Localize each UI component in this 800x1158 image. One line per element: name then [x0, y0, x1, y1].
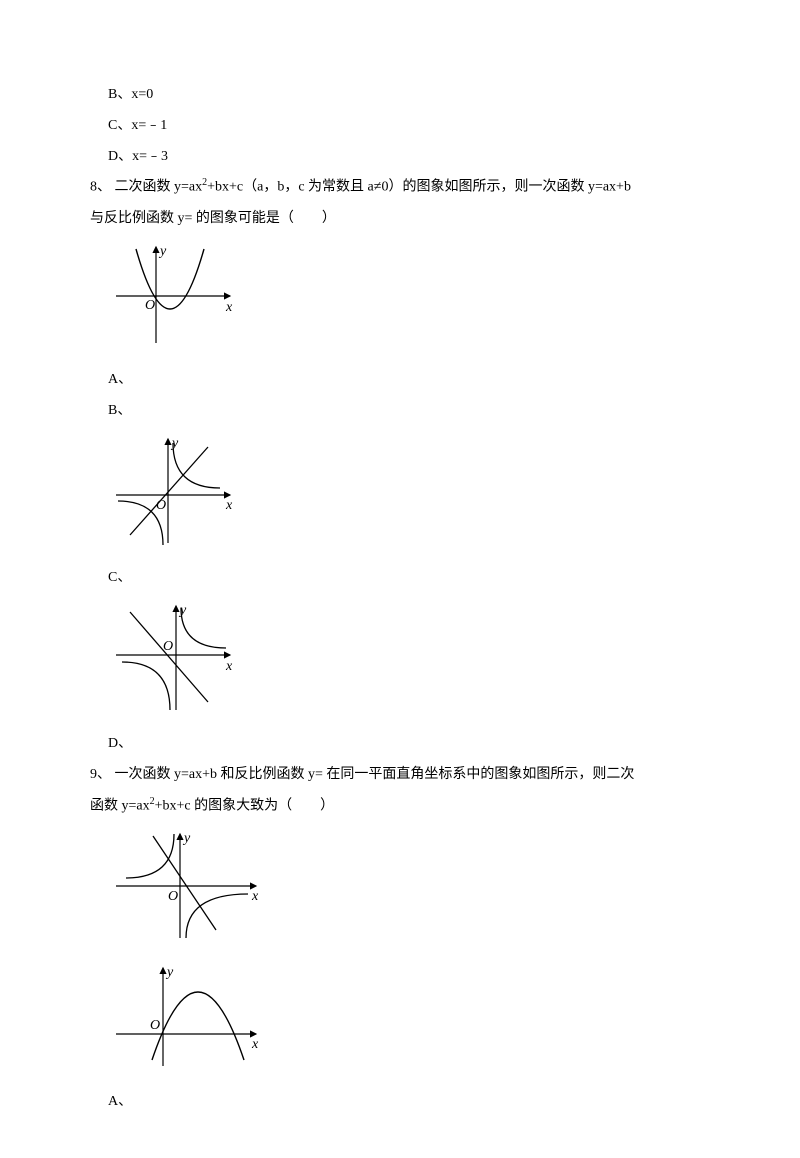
svg-text:y: y	[165, 965, 174, 980]
q8-graph-b: y x O	[108, 433, 710, 561]
svg-text:y: y	[158, 244, 167, 259]
svg-text:y: y	[182, 831, 191, 846]
q9-line2-after: +bx+c 的图象大致为（ ）	[155, 799, 335, 814]
svg-text:O: O	[168, 889, 178, 904]
q8-option-c: C、	[90, 563, 710, 594]
q8-text-before: 8、 二次函数 y=ax	[90, 180, 202, 195]
svg-text:O: O	[163, 639, 173, 654]
q8-option-b: B、	[90, 396, 710, 427]
q8-c-svg: y x O	[108, 600, 238, 715]
svg-text:O: O	[145, 298, 155, 313]
svg-text:O: O	[150, 1018, 160, 1033]
q8-line1: 8、 二次函数 y=ax2+bx+c（a，b，c 为常数且 a≠0）的图象如图所…	[90, 172, 710, 203]
page: B、x=0 C、x=﹣1 D、x=﹣3 8、 二次函数 y=ax2+bx+c（a…	[0, 0, 800, 1158]
q8-graph-c: y x O	[108, 600, 710, 728]
q9-a-svg: y x O	[108, 962, 263, 1072]
svg-text:O: O	[156, 498, 166, 513]
q8-main-svg: y x O	[108, 241, 238, 351]
q9-graph-a: y x O	[108, 962, 710, 1085]
q8-main-graph: y x O	[108, 241, 710, 364]
q9-line1: 9、 一次函数 y=ax+b 和反比例函数 y= 在同一平面直角坐标系中的图象如…	[90, 760, 710, 791]
q8-b-svg: y x O	[108, 433, 238, 548]
q9-main-svg: y x O	[108, 828, 263, 943]
q8-text-after: +bx+c（a，b，c 为常数且 a≠0）的图象如图所示，则一次函数 y=ax+…	[207, 180, 631, 195]
q8-option-d: D、	[90, 729, 710, 760]
q9-option-a: A、	[90, 1087, 710, 1118]
svg-text:x: x	[225, 498, 233, 513]
svg-text:x: x	[225, 300, 233, 315]
q8-line2: 与反比例函数 y= 的图象可能是（ ）	[90, 204, 710, 235]
svg-text:y: y	[170, 436, 179, 451]
svg-text:y: y	[178, 603, 187, 618]
q9-line2: 函数 y=ax2+bx+c 的图象大致为（ ）	[90, 791, 710, 822]
prev-option-c: C、x=﹣1	[90, 111, 710, 142]
prev-option-d: D、x=﹣3	[90, 142, 710, 173]
q8-option-a: A、	[90, 365, 710, 396]
prev-option-b: B、x=0	[90, 80, 710, 111]
svg-text:x: x	[225, 659, 233, 674]
svg-text:x: x	[251, 889, 259, 904]
q9-main-graph: y x O	[108, 828, 710, 956]
svg-text:x: x	[251, 1037, 259, 1052]
q9-line2-before: 函数 y=ax	[90, 799, 150, 814]
